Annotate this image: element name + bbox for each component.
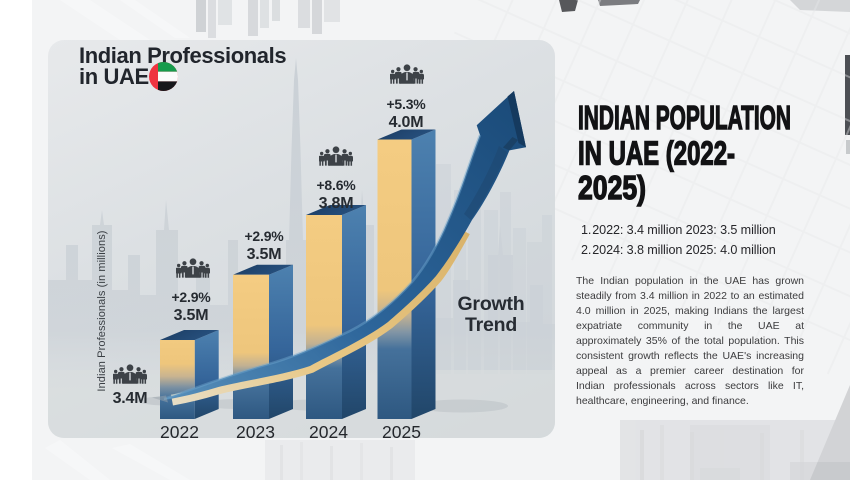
svg-text:IN UAE (2022-: IN UAE (2022-: [578, 134, 735, 171]
svg-text:INDIAN POPULATION: INDIAN POPULATION: [578, 99, 791, 136]
svg-text:2025): 2025): [578, 169, 646, 206]
